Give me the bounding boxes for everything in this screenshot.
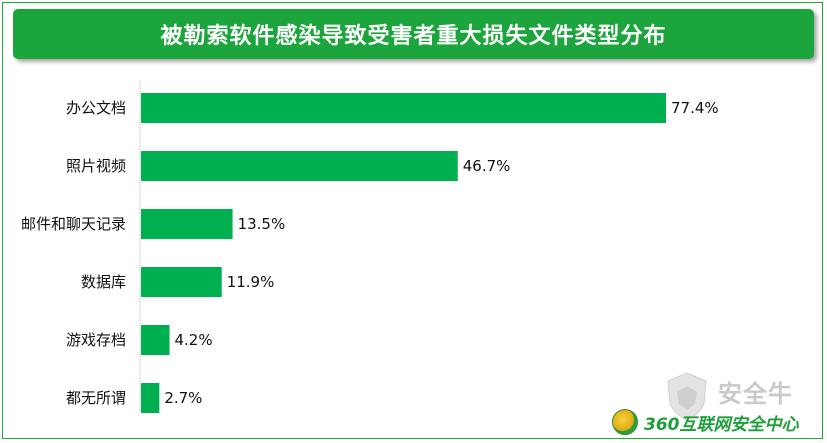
bar-3: [141, 267, 222, 297]
footer-logo: 360互联网安全中心: [612, 408, 799, 436]
360-logo-icon: [612, 409, 638, 435]
bar-1: [141, 151, 458, 181]
bar-0: [141, 93, 666, 123]
shield-icon: [667, 372, 707, 421]
value-label-0: 77.4%: [671, 99, 719, 117]
category-label-0: 办公文档: [66, 99, 126, 117]
value-label-4: 4.2%: [174, 331, 212, 349]
chart-title-bar: 被勒索软件感染导致受害者重大损失文件类型分布: [13, 9, 814, 59]
value-label-5: 2.7%: [164, 389, 202, 407]
chart-frame: [2, 2, 823, 439]
footer-logo-text: 360互联网安全中心: [644, 414, 799, 435]
category-label-3: 数据库: [81, 273, 126, 291]
category-label-1: 照片视频: [66, 157, 126, 175]
bar-5: [141, 383, 160, 413]
chart-title: 被勒索软件感染导致受害者重大损失文件类型分布: [160, 24, 667, 49]
value-label-3: 11.9%: [227, 273, 275, 291]
bar-4: [141, 325, 170, 355]
value-label-2: 13.5%: [238, 215, 286, 233]
anquanniu-watermark: 安全牛: [658, 368, 823, 440]
category-label-5: 都无所谓: [66, 389, 126, 407]
category-label-4: 游戏存档: [66, 331, 126, 349]
watermark-text: 安全牛: [718, 380, 793, 408]
value-label-1: 46.7%: [463, 157, 511, 175]
category-label-2: 邮件和聊天记录: [21, 215, 126, 233]
bar-2: [141, 209, 233, 239]
